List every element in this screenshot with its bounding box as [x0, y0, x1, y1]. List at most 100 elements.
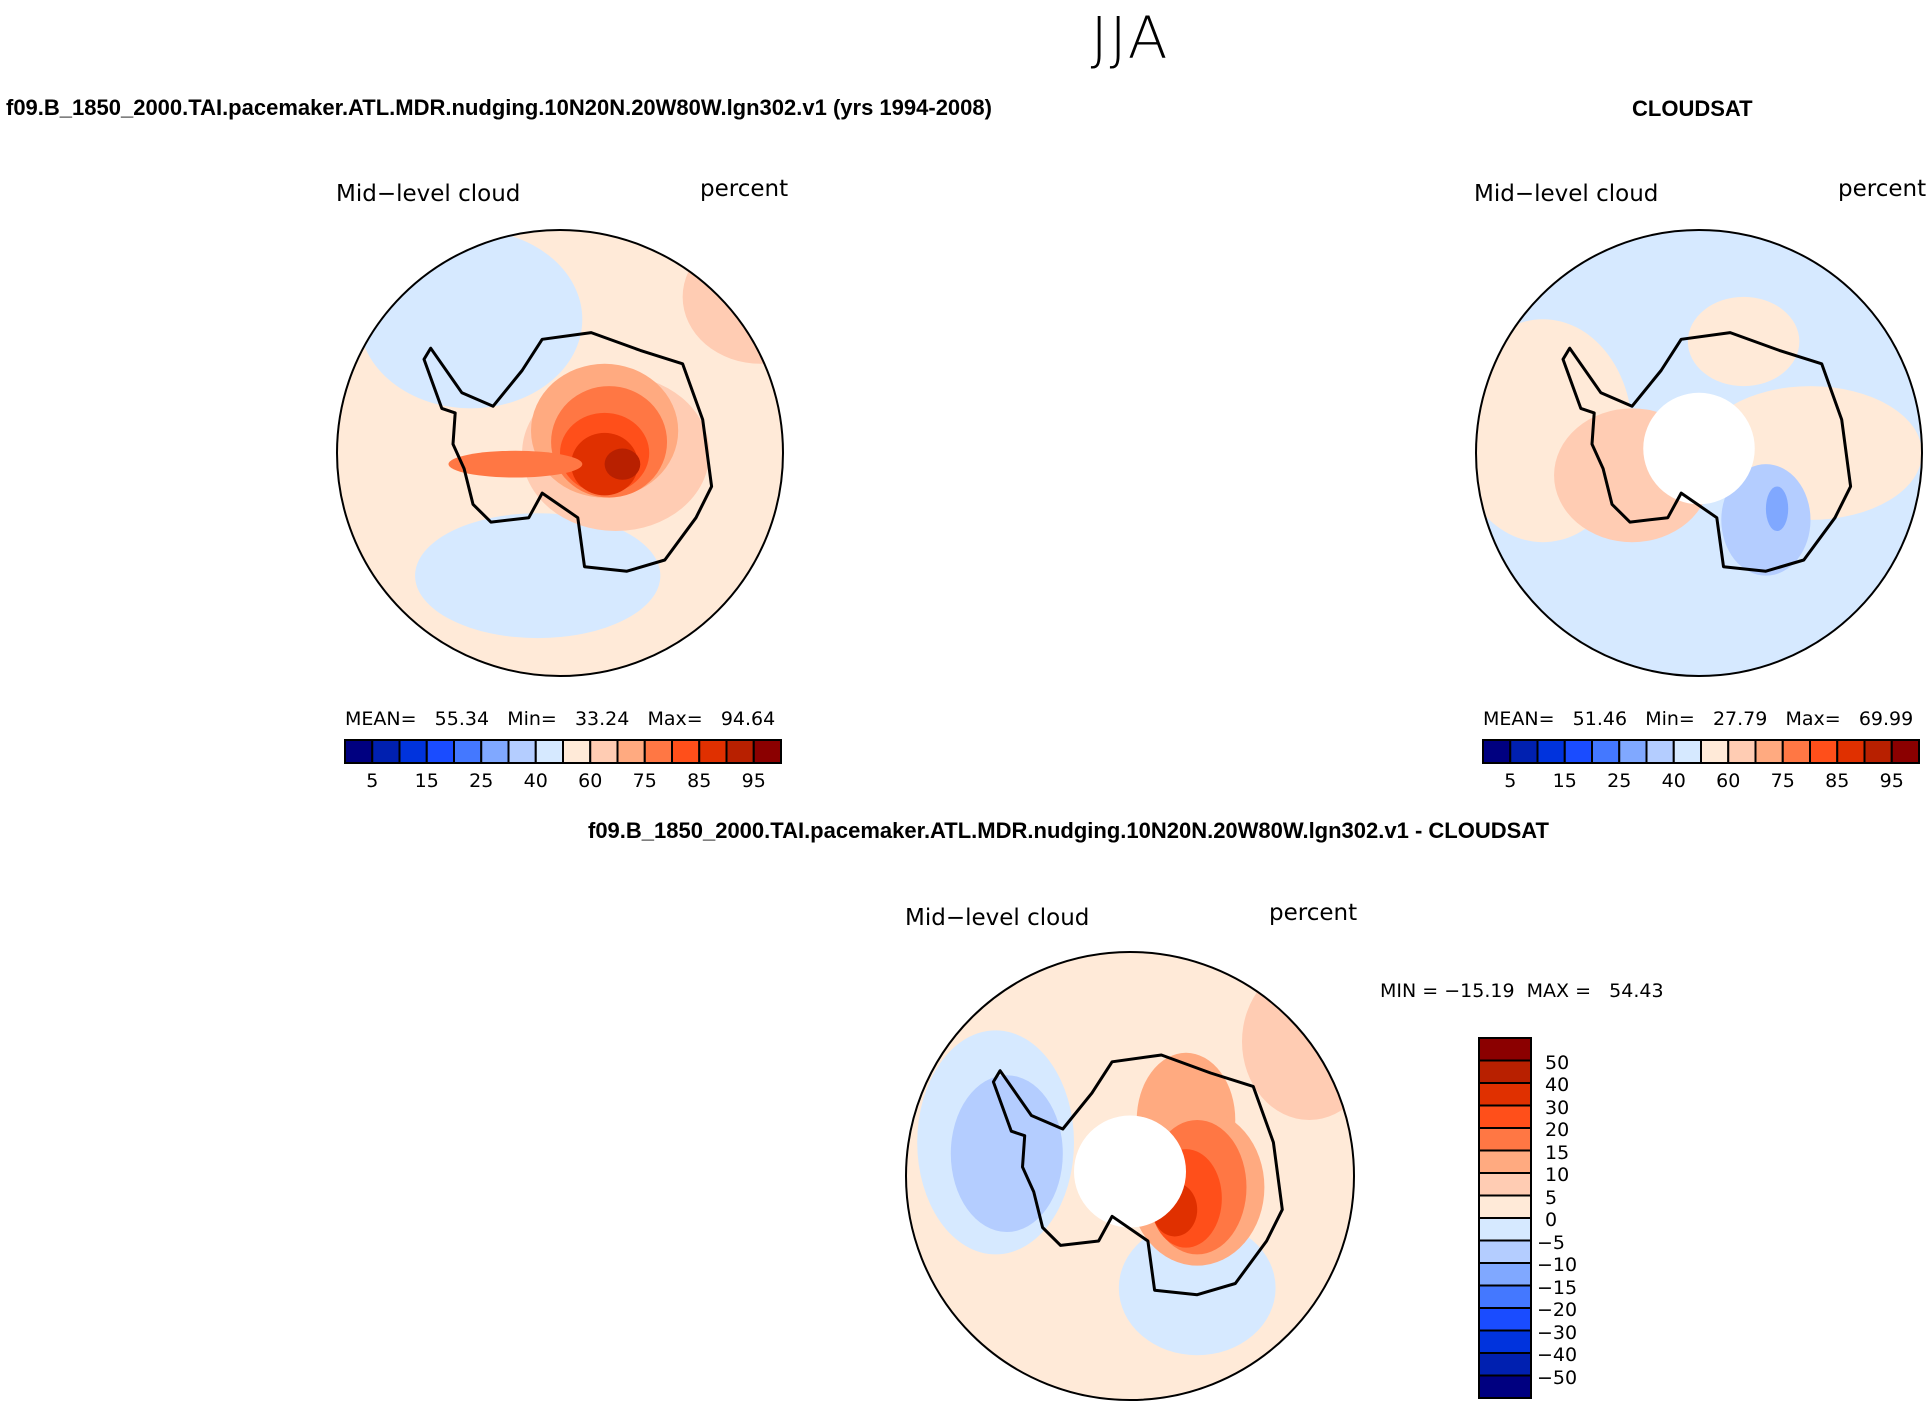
contour-region — [682, 230, 783, 364]
colorbar-box — [752, 739, 782, 764]
colorbar-tick-label: 25 — [1607, 770, 1632, 792]
colorbar-box — [1890, 739, 1920, 764]
colorbar-box — [1754, 739, 1784, 764]
colorbar-box — [1478, 1284, 1532, 1309]
colorbar-tick-label: 75 — [632, 770, 657, 792]
colorbar-box — [1482, 739, 1512, 764]
colorbar-tick-label: 40 — [1661, 770, 1686, 792]
colorbar-box — [1478, 1374, 1532, 1399]
map-border — [1475, 229, 1923, 677]
colorbar-box — [1809, 739, 1839, 764]
panel2-title: CLOUDSAT — [1632, 96, 1753, 121]
panel2-stats: MEAN= 51.46 Min= 27.79 Max= 69.99 — [1483, 708, 1914, 730]
colorbar-box — [398, 739, 428, 764]
colorbar-2 — [1482, 739, 1920, 764]
contour-region — [571, 432, 639, 496]
colorbar-box — [643, 739, 673, 764]
panel3-variable: Mid−level cloud — [905, 905, 1090, 931]
map-border — [905, 951, 1355, 1401]
colorbar-tick-label: 95 — [1879, 770, 1904, 792]
colorbar-tick-label: 15 — [414, 770, 439, 792]
colorbar-tick-label: 85 — [1825, 770, 1850, 792]
panel1-variable: Mid−level cloud — [336, 181, 521, 207]
colorbar-tick-label: 15 — [1552, 770, 1577, 792]
colorbar-box — [562, 739, 592, 764]
colorbar-box — [1591, 739, 1621, 764]
map-border — [336, 229, 784, 677]
panel3-stats: MIN = −15.19 MAX = 54.43 — [1380, 980, 1664, 1002]
colorbar-tick-label: −15 — [1537, 1276, 1578, 1299]
colorbar-box — [1478, 1307, 1532, 1332]
colorbar-box — [1478, 1352, 1532, 1377]
colorbar-tick-label: 10 — [1545, 1164, 1570, 1186]
colorbar-box — [1478, 1239, 1532, 1264]
main-title: JJA — [1090, 4, 1170, 72]
colorbar-tick-label: −50 — [1537, 1366, 1578, 1389]
missing-data-region — [1643, 392, 1755, 505]
colorbar-box — [1645, 739, 1675, 764]
colorbar-tick-label: 60 — [1716, 770, 1741, 792]
colorbar-box — [507, 739, 537, 764]
colorbar-tick-label: 50 — [1545, 1051, 1570, 1074]
colorbar-tick-label: 20 — [1545, 1119, 1570, 1141]
polar-map-2 — [1475, 229, 1923, 677]
colorbar-box — [1536, 739, 1566, 764]
contour-region — [448, 450, 583, 478]
colorbar-tick-label: 30 — [1545, 1096, 1570, 1119]
contour-region — [950, 1075, 1063, 1232]
colorbar-box — [1478, 1194, 1532, 1219]
colorbar-box — [1618, 739, 1648, 764]
colorbar-tick-label: −30 — [1537, 1321, 1578, 1344]
colorbar-box — [1727, 739, 1757, 764]
colorbar-tick-label: 40 — [523, 770, 548, 792]
antarctica-coastline — [991, 1053, 1284, 1297]
panel2-units: percent — [1838, 176, 1927, 202]
colorbar-tick-label: −10 — [1537, 1254, 1578, 1276]
colorbar-3 — [1478, 1037, 1532, 1399]
colorbar-box — [1672, 739, 1702, 764]
contour-region — [1687, 296, 1800, 387]
colorbar-box — [425, 739, 455, 764]
colorbar-box — [1478, 1217, 1532, 1242]
missing-data-region — [1074, 1115, 1186, 1228]
colorbar-box — [371, 739, 401, 764]
panel2-variable: Mid−level cloud — [1474, 181, 1659, 207]
colorbar-tick-label: −40 — [1537, 1344, 1578, 1366]
colorbar-box — [725, 739, 755, 764]
colorbar-box — [671, 739, 701, 764]
colorbar-box — [1478, 1127, 1532, 1152]
panel1-title: f09.B_1850_2000.TAI.pacemaker.ATL.MDR.nu… — [6, 95, 992, 120]
colorbar-1 — [344, 739, 782, 764]
colorbar-box — [453, 739, 483, 764]
contour-region — [359, 230, 583, 409]
colorbar-tick-label: 15 — [1545, 1141, 1570, 1164]
colorbar-box — [1478, 1059, 1532, 1084]
antarctica-coastline — [422, 331, 714, 573]
colorbar-tick-label: 5 — [1504, 770, 1517, 792]
colorbar-box — [1478, 1329, 1532, 1354]
colorbar-tick-label: 40 — [1545, 1074, 1570, 1096]
colorbar-box — [1509, 739, 1539, 764]
antarctica-coastline — [1561, 331, 1853, 573]
colorbar-box — [1478, 1104, 1532, 1129]
colorbar-box — [1863, 739, 1893, 764]
colorbar-tick-label: −5 — [1537, 1231, 1566, 1254]
colorbar-box — [616, 739, 646, 764]
contour-region — [1118, 1220, 1276, 1356]
colorbar-tick-label: 5 — [1545, 1186, 1558, 1209]
colorbar-box — [1836, 739, 1866, 764]
colorbar-box — [1700, 739, 1730, 764]
colorbar-box — [1478, 1149, 1532, 1174]
contour-region — [415, 513, 661, 639]
polar-map-3 — [905, 951, 1355, 1401]
colorbar-box — [480, 739, 510, 764]
panel1-stats: MEAN= 55.34 Min= 33.24 Max= 94.64 — [345, 708, 776, 730]
colorbar-tick-label: 60 — [578, 770, 603, 792]
colorbar-box — [1478, 1037, 1532, 1062]
colorbar-box — [698, 739, 728, 764]
colorbar-tick-label: 25 — [469, 770, 494, 792]
colorbar-tick-label: 75 — [1770, 770, 1795, 792]
colorbar-tick-label: −20 — [1537, 1299, 1578, 1321]
colorbar-box — [1478, 1262, 1532, 1287]
